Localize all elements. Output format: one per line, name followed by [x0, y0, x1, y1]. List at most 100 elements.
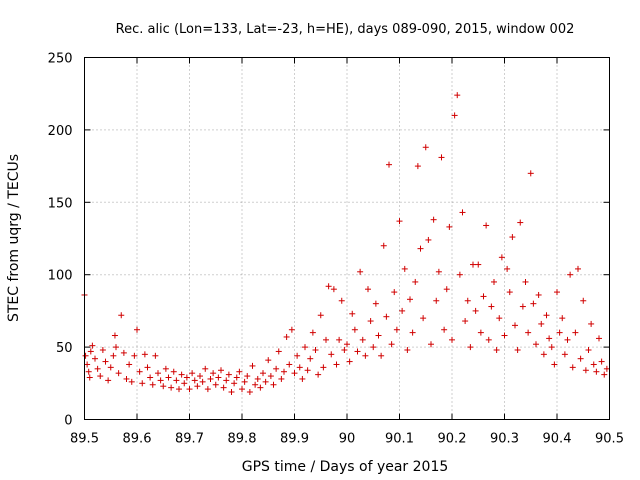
data-point — [530, 300, 537, 307]
data-point — [262, 378, 269, 385]
x-tick-label: 90.1 — [385, 432, 414, 447]
data-point — [218, 367, 224, 374]
data-point — [372, 300, 379, 307]
data-point — [443, 286, 450, 293]
data-point — [546, 335, 553, 342]
data-point — [92, 355, 98, 362]
x-tick-label: 89.9 — [280, 432, 309, 447]
data-point — [354, 348, 361, 355]
x-tick-label: 89.6 — [123, 432, 152, 447]
data-point — [202, 365, 209, 372]
data-point — [260, 370, 266, 377]
data-point — [512, 322, 518, 329]
data-point — [362, 352, 369, 359]
data-point — [404, 346, 411, 353]
data-point — [475, 261, 482, 268]
data-point — [273, 365, 280, 372]
data-point — [378, 352, 385, 359]
data-point — [467, 344, 474, 351]
data-point — [572, 329, 579, 336]
data-point — [170, 368, 177, 375]
data-point — [517, 219, 524, 226]
data-point — [441, 326, 448, 333]
data-point — [241, 378, 248, 385]
data-point — [309, 329, 316, 336]
data-point — [522, 278, 529, 285]
data-point — [501, 332, 508, 339]
data-point — [438, 154, 445, 161]
data-point — [561, 351, 568, 358]
data-point — [212, 381, 219, 388]
data-point — [139, 380, 146, 387]
data-point — [288, 326, 295, 333]
data-point — [186, 386, 193, 393]
data-point — [575, 265, 581, 272]
data-point — [296, 364, 303, 371]
data-point — [535, 291, 542, 298]
data-point — [459, 209, 466, 216]
data-point — [483, 222, 490, 229]
x-tick-label: 90 — [339, 432, 356, 447]
data-point — [191, 377, 198, 384]
data-point — [472, 307, 479, 314]
data-point — [225, 371, 232, 378]
data-point — [283, 333, 290, 340]
data-point — [519, 303, 526, 310]
data-point — [396, 218, 403, 225]
y-tick-label: 250 — [48, 52, 73, 67]
data-point — [370, 344, 377, 351]
data-point — [357, 268, 364, 275]
data-point — [525, 329, 532, 336]
data-point — [422, 144, 429, 151]
grid-lines — [84, 57, 610, 420]
data-point — [506, 289, 513, 296]
data-point — [485, 336, 492, 343]
data-point — [312, 346, 319, 353]
chart-title: Rec. alic (Lon=133, Lat=-23, h=HE), days… — [116, 22, 575, 37]
data-point — [451, 112, 458, 119]
data-point — [449, 336, 455, 343]
data-point — [504, 265, 511, 272]
data-point — [257, 384, 264, 391]
data-point — [496, 315, 503, 322]
data-point — [509, 234, 516, 241]
data-point — [115, 370, 122, 377]
data-point — [477, 329, 484, 336]
data-point — [194, 383, 201, 390]
data-point — [144, 364, 151, 371]
data-point — [244, 373, 251, 380]
data-point — [252, 381, 259, 388]
data-point — [375, 332, 382, 339]
data-point — [113, 344, 119, 351]
y-axis-title: STEC from uqrg / TECUs — [6, 154, 22, 322]
data-point — [199, 378, 206, 385]
y-tick-label: 200 — [48, 124, 73, 139]
data-point — [302, 344, 308, 351]
data-point — [399, 307, 406, 314]
data-point — [102, 358, 109, 365]
x-tick-label: 90.5 — [595, 432, 624, 447]
data-point — [231, 380, 238, 387]
y-tick-label: 50 — [56, 341, 73, 356]
data-point — [94, 365, 101, 372]
data-point — [470, 261, 476, 268]
data-point — [168, 384, 175, 391]
data-point — [386, 161, 392, 168]
x-axis-title: GPS time / Days of year 2015 — [242, 459, 449, 475]
data-point — [428, 341, 434, 348]
data-point — [86, 374, 93, 381]
data-point — [391, 289, 398, 296]
data-point — [430, 216, 437, 223]
data-point — [580, 297, 587, 304]
data-point — [365, 286, 371, 293]
data-point — [596, 335, 602, 342]
data-point — [118, 312, 125, 319]
data-point — [412, 278, 419, 285]
data-point — [315, 371, 322, 378]
data-point — [149, 381, 156, 388]
x-tick-label: 90.3 — [490, 432, 519, 447]
data-point — [548, 344, 555, 351]
data-point — [220, 384, 227, 391]
data-point — [491, 278, 497, 285]
data-point — [294, 352, 301, 359]
